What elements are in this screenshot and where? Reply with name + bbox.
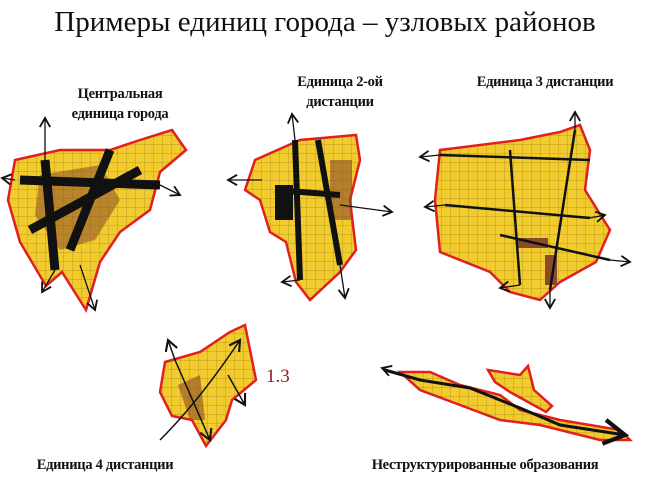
label-line: Центральная: [77, 86, 163, 102]
map-unit-2: [226, 112, 394, 302]
label-line: Единица 2-ой: [297, 74, 383, 90]
annotation-number: 1.3: [266, 366, 290, 387]
label-unit-4: Единица 4 дистанции: [36, 457, 174, 473]
slide-title: Примеры единиц города – узловых районов: [54, 6, 596, 38]
map-unit-3: [418, 110, 632, 310]
label-unit-3: Единица 3 дистанции: [476, 74, 614, 90]
label-unstructured: Неструктурированные образования: [371, 457, 599, 473]
label-line: дистанции: [306, 94, 374, 110]
label-central-unit: Центральная единица города: [40, 84, 200, 124]
map-central-unit: [0, 116, 188, 314]
label-unit-2: Единица 2-ой дистанции: [270, 72, 410, 112]
map-unstructured: [380, 363, 634, 446]
map-unit-4: [158, 323, 258, 449]
label-line: единица города: [71, 106, 169, 122]
